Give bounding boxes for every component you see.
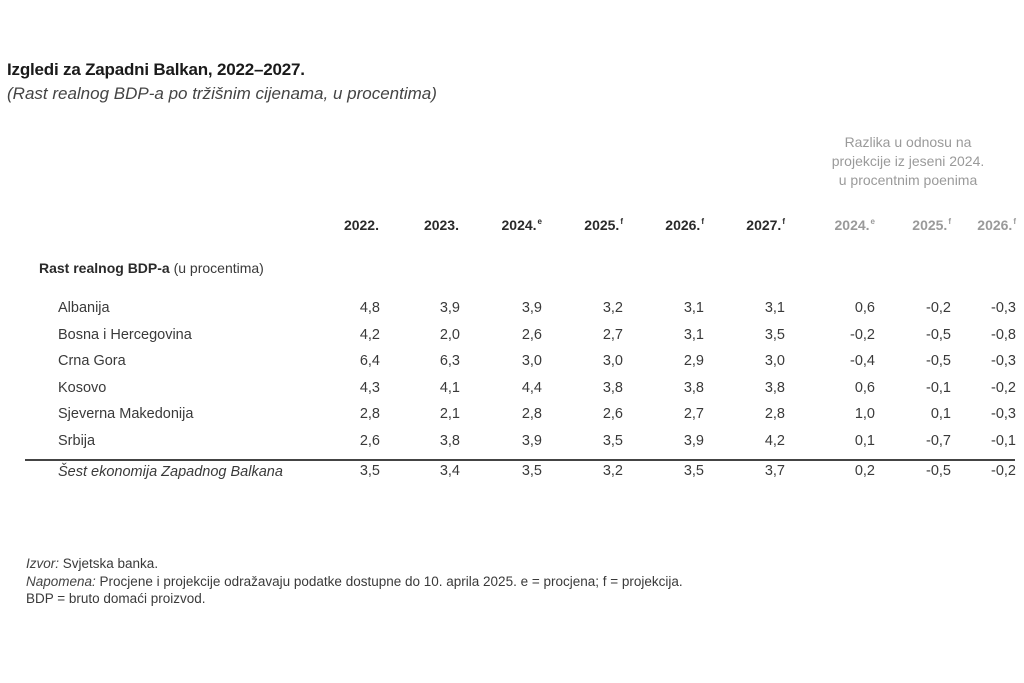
value-cell: 4,1 [439,379,460,396]
column-header-2027: 2027.f [746,217,785,233]
column-header-2026: 2026.f [665,217,704,233]
methodology-note: Napomena: Procjene i projekcije odražava… [26,573,683,589]
total-value-cell: 3,2 [602,463,623,479]
value-cell: 3,2 [602,300,623,316]
diff-cell: 0,1 [930,406,951,422]
value-cell: 3,1 [764,300,785,316]
total-diff-cell: 0,2 [854,463,875,479]
diff-cell: -0,8 [991,326,1016,343]
diff-cell: -0,5 [926,326,951,343]
value-cell: 3,1 [683,300,704,316]
value-cell: 6,3 [439,353,460,369]
table-title: Izgledi za Zapadni Balkan, 2022–2027. [7,60,305,79]
value-cell: 3,5 [602,432,623,449]
table-row: Albanija 4,8 3,9 3,9 3,2 3,1 3,1 0,6 -0,2 -0,3 [0,300,1024,326]
difference-column-group-header: Razlika u odnosu na projekcije iz jeseni… [800,133,1016,190]
diff-cell: 0,1 [854,432,875,449]
source-note: Izvor: Svjetska banka. [26,556,159,571]
value-cell: 3,5 [764,326,785,343]
diff-cell: 1,0 [854,406,875,422]
diff-header-line3: u procentnim poenima [838,172,978,188]
value-cell: 2,8 [764,406,785,422]
column-header-2024: 2024.e [501,217,543,233]
value-cell: 3,0 [521,353,542,369]
table-row: Crna Gora 6,4 6,3 3,0 3,0 2,9 3,0 -0,4 -0,5 -0,3 [0,353,1024,379]
total-value-cell: 3,5 [359,463,380,479]
value-cell: 4,2 [764,432,785,449]
diff-cell: -0,2 [850,326,875,343]
diff-cell: -0,4 [850,353,875,369]
total-row-values: 3,5 3,4 3,5 3,2 3,5 3,7 0,2 -0,5 -0,2 [0,463,1024,489]
value-cell: 3,0 [764,353,785,369]
value-cell: 2,1 [439,406,460,422]
diff-column-header-2024: 2024.e [834,217,876,233]
diff-cell: 0,6 [854,379,875,396]
value-cell: 3,8 [683,379,704,396]
total-row-label: Šest ekonomija Zapadnog Balkana [58,464,283,480]
total-diff-cell: -0,2 [991,463,1016,479]
diff-cell: 0,6 [854,300,875,316]
section-label: Rast realnog BDP-a (u procentima) [39,260,264,276]
row-label: Sjeverna Makedonija [58,406,194,422]
value-cell: 4,2 [359,326,380,343]
value-cell: 2,9 [683,353,704,369]
diff-cell: -0,2 [926,300,951,316]
diff-column-header-2026: 2026.f [977,217,1016,233]
total-diff-cell: -0,5 [926,463,951,479]
value-cell: 3,8 [764,379,785,396]
value-cell: 2,6 [602,406,623,422]
value-cell: 3,0 [602,353,623,369]
diff-column-header-2025: 2025.f [912,217,951,233]
value-cell: 2,7 [683,406,704,422]
value-cell: 6,4 [359,353,380,369]
diff-cell: -0,3 [991,353,1016,369]
value-cell: 2,8 [359,406,380,422]
abbreviation-note: BDP = bruto domaći proizvod. [26,591,206,606]
table-row: Bosna i Hercegovina 4,2 2,0 2,6 2,7 3,1 3,5 -0,… [0,327,1024,353]
value-cell: 2,8 [521,406,542,422]
value-cell: 3,1 [683,326,704,343]
value-cell: 3,8 [439,432,460,449]
column-header-2025: 2025.f [584,217,623,233]
diff-cell: -0,7 [926,432,951,449]
total-divider [25,459,1015,461]
value-cell: 4,3 [359,379,380,396]
value-cell: 3,8 [602,379,623,396]
table-row: Kosovo 4,3 4,1 4,4 3,8 3,8 3,8 0,6 -0,1 -0,2 [0,380,1024,406]
total-value-cell: 3,5 [683,463,704,479]
diff-header-line1: Razlika u odnosu na [844,134,972,150]
value-cell: 2,6 [359,432,380,449]
diff-cell: -0,1 [926,379,951,396]
row-label: Srbija [58,432,96,449]
value-cell: 3,9 [521,300,542,316]
value-cell: 2,7 [602,326,623,343]
row-label: Crna Gora [58,353,126,369]
diff-cell: -0,3 [991,300,1016,316]
value-cell: 3,9 [521,432,542,449]
value-cell: 2,0 [439,326,460,343]
table-notes: Izvor: Svjetska banka. Napomena: Procjen… [26,555,683,608]
column-header-2023: 2023. [423,217,459,233]
diff-cell: -0,3 [991,406,1016,422]
value-cell: 4,4 [521,379,542,396]
value-cell: 2,6 [521,326,542,343]
row-label: Albanija [58,300,110,316]
total-value-cell: 3,5 [521,463,542,479]
diff-cell: -0,1 [991,432,1016,449]
value-cell: 3,9 [683,432,704,449]
table-row: Srbija 2,6 3,8 3,9 3,5 3,9 4,2 0,1 -0,7 -0,1 [0,433,1024,459]
table-subtitle: (Rast realnog BDP-a po tržišnim cijenama… [7,84,437,103]
diff-header-line2: projekcije iz jeseni 2024. [831,153,985,169]
column-header-2022: 2022. [343,217,379,233]
value-cell: 4,8 [359,300,380,316]
row-label: Bosna i Hercegovina [58,326,192,343]
total-value-cell: 3,4 [439,463,460,479]
diff-cell: -0,2 [991,379,1016,396]
total-value-cell: 3,7 [764,463,785,479]
diff-cell: -0,5 [926,353,951,369]
row-label: Kosovo [58,379,107,396]
value-cell: 3,9 [439,300,460,316]
table-row: Sjeverna Makedonija 2,8 2,1 2,8 2,6 2,7 2,8 1,0… [0,406,1024,432]
